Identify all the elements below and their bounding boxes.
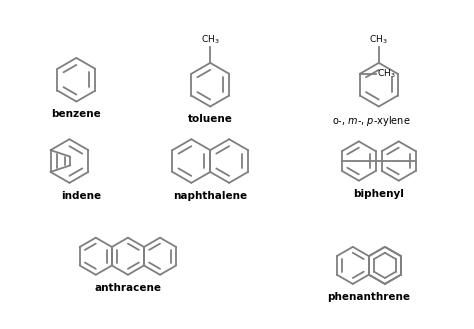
Text: anthracene: anthracene bbox=[94, 283, 162, 293]
Text: CH$_3$: CH$_3$ bbox=[377, 67, 395, 80]
Text: o-, $m$-, $p$-xylene: o-, $m$-, $p$-xylene bbox=[332, 114, 410, 128]
Text: CH$_3$: CH$_3$ bbox=[201, 34, 219, 46]
Text: toluene: toluene bbox=[188, 114, 233, 124]
Text: biphenyl: biphenyl bbox=[353, 189, 404, 199]
Text: phenanthrene: phenanthrene bbox=[328, 292, 410, 302]
Text: naphthalene: naphthalene bbox=[173, 191, 247, 201]
Text: benzene: benzene bbox=[52, 110, 101, 119]
Text: CH$_3$: CH$_3$ bbox=[369, 34, 388, 46]
Text: indene: indene bbox=[61, 191, 101, 201]
